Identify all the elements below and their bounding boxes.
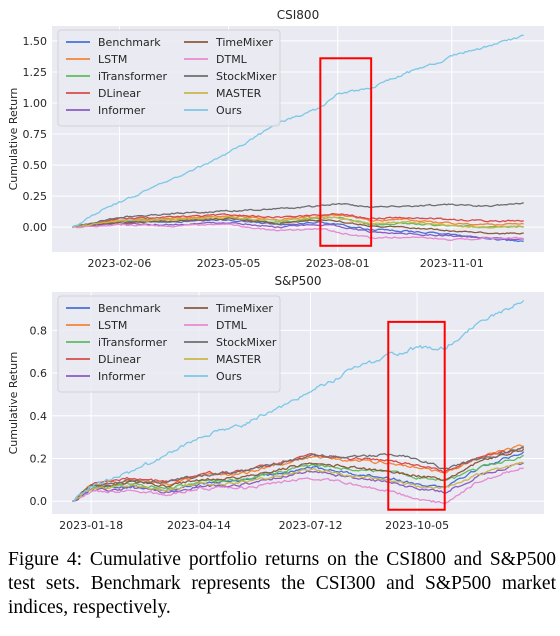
y-axis-label: Cumulative Return	[7, 88, 20, 191]
chart-panel-s-p500: 0.0 0.2 0.4 0.6 0.8 2023-01-18 2023-04-14 2023-…	[7, 274, 544, 532]
legend-label-stockmixer: StockMixer	[216, 70, 277, 83]
legend-label-ours: Ours	[216, 104, 242, 117]
y-tick-label: 0.50	[23, 159, 48, 172]
x-tick-label: 2023-02-06	[87, 257, 151, 270]
y-tick-label: 0.2	[30, 453, 48, 466]
y-tick-label: 1.25	[23, 66, 48, 79]
series-line-ours	[71, 34, 524, 228]
y-tick-label: 0.25	[23, 190, 48, 203]
y-tick-label: 0.00	[23, 221, 48, 234]
y-tick-label: 1.00	[23, 97, 48, 110]
highlight-box	[319, 57, 373, 247]
y-axis-label: Cumulative Return	[7, 352, 20, 455]
y-tick-label: 0.0	[30, 495, 48, 508]
x-tick-label: 2023-05-05	[197, 257, 261, 270]
legend-label-timemixer: TimeMixer	[215, 36, 273, 49]
series-line-informer	[72, 221, 524, 241]
legend-label-master: MASTER	[216, 87, 262, 100]
y-tick-label: 0.6	[30, 367, 48, 380]
x-tick-label: 2023-07-12	[279, 519, 343, 532]
series-line-timemixer	[72, 448, 525, 502]
legend-label-itransformer: iTransformer	[98, 70, 168, 83]
legend-label-itransformer: iTransformer	[98, 336, 168, 349]
chart-title: S&P500	[274, 274, 321, 288]
series-line-ours	[72, 299, 525, 502]
legend-label-ours: Ours	[216, 370, 242, 383]
legend-label-dtml: DTML	[216, 319, 248, 332]
chart-title: CSI800	[277, 8, 319, 22]
series-line-dlinear	[72, 447, 524, 502]
legend-label-benchmark: Benchmark	[98, 36, 161, 49]
legend-label-informer: Informer	[98, 104, 146, 117]
chart-canvas: 0.00 0.25 0.50 0.75 1.00 1.25 1.50 2023-02-06 20…	[7, 8, 544, 532]
series-line-master	[72, 461, 524, 502]
legend-label-lstm: LSTM	[98, 53, 127, 66]
y-tick-label: 1.50	[23, 35, 48, 48]
y-tick-label: 0.75	[23, 128, 48, 141]
legend-label-benchmark: Benchmark	[98, 302, 161, 315]
legend-label-stockmixer: StockMixer	[216, 336, 277, 349]
legend-label-informer: Informer	[98, 370, 146, 383]
legend-label-dlinear: DLinear	[98, 353, 141, 366]
x-tick-label: 2023-01-18	[59, 519, 123, 532]
series-line-itransformer	[72, 216, 524, 229]
highlight-box	[387, 320, 446, 511]
series-line-dlinear	[72, 213, 524, 228]
series-line-dtml	[72, 467, 524, 506]
series-line-master	[72, 215, 524, 229]
legend-label-timemixer: TimeMixer	[215, 302, 273, 315]
series-line-informer	[72, 462, 524, 502]
series-line-dtml	[72, 223, 524, 241]
x-tick-label: 2023-04-14	[167, 519, 231, 532]
series-line-lstm	[72, 444, 524, 502]
x-tick-label: 2023-11-01	[420, 257, 484, 270]
x-tick-label: 2023-10-05	[385, 519, 449, 532]
legend-box	[57, 29, 281, 127]
figure-caption: Figure 4: Cumulative portfolio returns o…	[8, 549, 556, 618]
legend-label-lstm: LSTM	[98, 319, 127, 332]
legend-label-master: MASTER	[216, 353, 262, 366]
y-tick-label: 0.8	[30, 324, 48, 337]
legend-box	[57, 295, 281, 393]
chart-panel-csi800: 0.00 0.25 0.50 0.75 1.00 1.25 1.50 2023-02-06 20…	[7, 8, 544, 270]
series-line-stockmixer	[72, 446, 525, 502]
series-line-stockmixer	[72, 202, 524, 228]
x-tick-label: 2023-08-01	[306, 257, 370, 270]
y-tick-label: 0.4	[30, 410, 48, 423]
legend-label-dtml: DTML	[216, 53, 248, 66]
legend-label-dlinear: DLinear	[98, 87, 141, 100]
